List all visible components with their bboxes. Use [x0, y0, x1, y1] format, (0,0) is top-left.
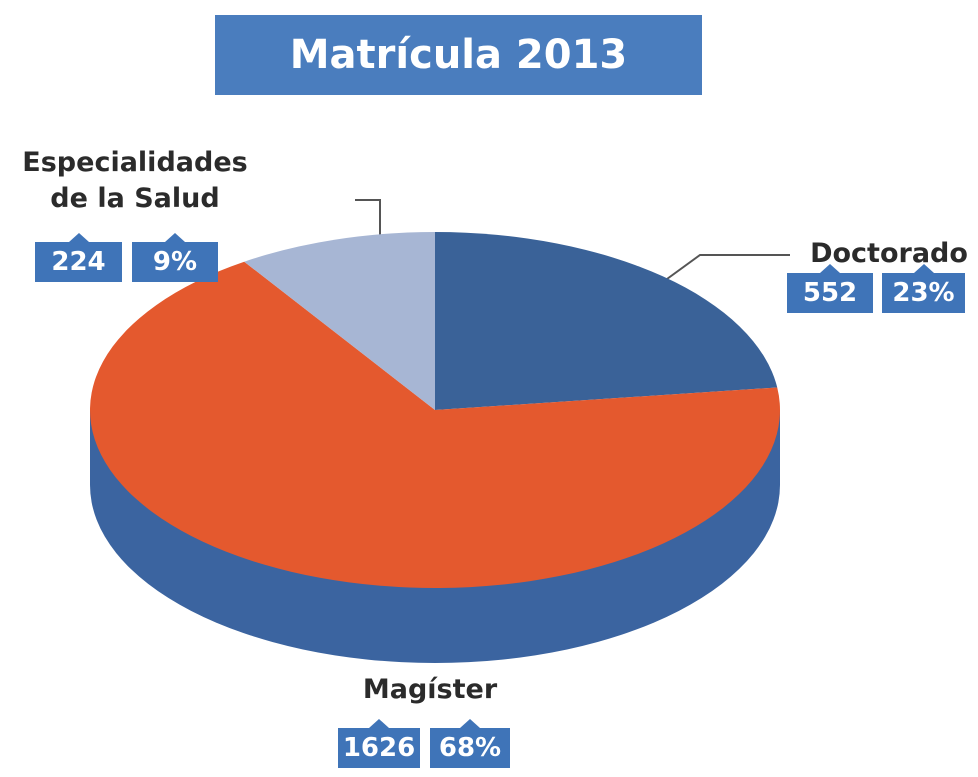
- percentage-label: 68%: [430, 719, 510, 768]
- category-label: Especialidades de la Salud: [22, 147, 248, 214]
- category-label: Magíster: [362, 674, 498, 705]
- percentage-label: 23%: [882, 264, 965, 313]
- value-label: 1626: [338, 719, 420, 768]
- value-label: 224: [35, 233, 122, 282]
- pie-slice: [244, 232, 435, 410]
- pie-slice: [90, 261, 780, 588]
- chart-title: Matrícula 2013: [215, 15, 702, 95]
- value-label: 552: [787, 264, 873, 313]
- category-label: Doctorado: [810, 238, 968, 269]
- pie-slice: [435, 232, 778, 410]
- percentage-label: 9%: [132, 233, 218, 282]
